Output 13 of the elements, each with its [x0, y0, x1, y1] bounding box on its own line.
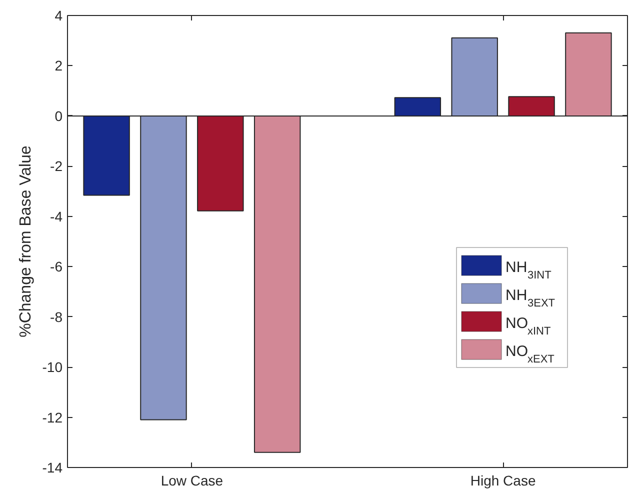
y-tick-label: 0 — [54, 108, 63, 124]
y-axis-title: %Change from Base Value — [17, 145, 34, 338]
y-tick-label: -12 — [42, 409, 63, 426]
y-tick-label: -6 — [50, 258, 63, 275]
y-tick-label: -8 — [50, 308, 63, 325]
y-tick-label: -14 — [42, 460, 63, 476]
y-tick-label: -4 — [50, 208, 63, 224]
y-tick-label: 4 — [54, 8, 63, 24]
x-tick-label: High Case — [470, 472, 536, 488]
y-tick-label: -2 — [50, 158, 63, 174]
x-tick-label: Low Case — [160, 472, 224, 488]
y-tick-label: 2 — [54, 58, 63, 74]
y-tick-label: -10 — [42, 359, 63, 376]
